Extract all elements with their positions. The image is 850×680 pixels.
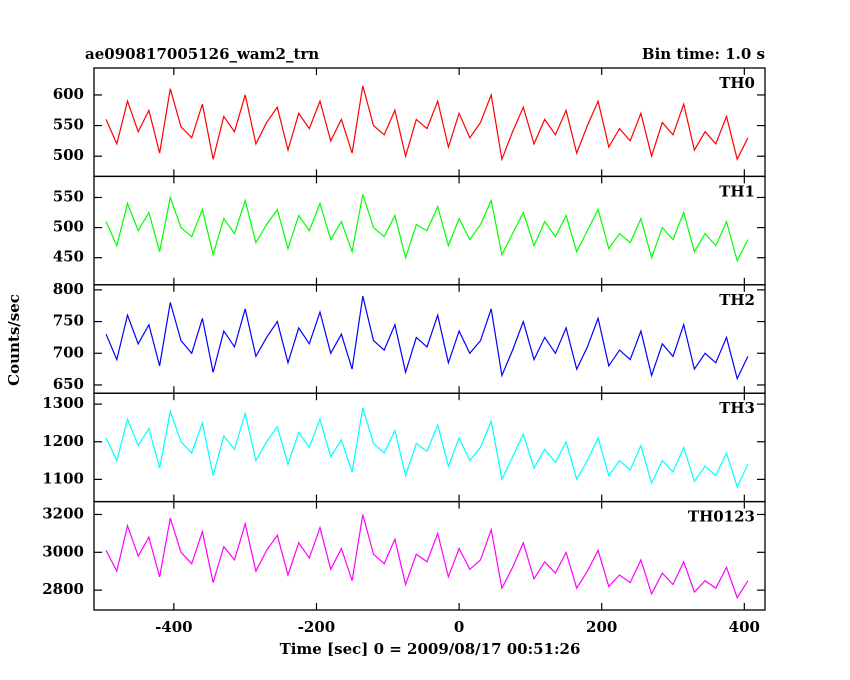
y-tick-label: 550: [53, 187, 84, 205]
panel-frame: [93, 392, 766, 503]
x-tick-label: 0: [454, 618, 464, 636]
panel-label: TH3: [719, 399, 755, 417]
y-tick-label: 3000: [42, 542, 84, 560]
y-tick-label: 550: [53, 116, 84, 134]
y-tick-label: 600: [53, 85, 84, 103]
data-line: [105, 85, 749, 162]
x-tick-label: 200: [586, 618, 617, 636]
y-tick-label: 650: [53, 375, 84, 393]
y-tick-label: 1300: [42, 394, 84, 412]
data-line: [105, 296, 749, 381]
panel-label: TH0123: [688, 508, 755, 526]
panel-label: TH2: [719, 291, 755, 309]
y-tick-label: 1200: [42, 432, 84, 450]
y-tick-label: 450: [53, 248, 84, 266]
y-axis-label: Counts/sec: [5, 294, 23, 386]
chart-title: ae090817005126_wam2_trn: [85, 45, 319, 63]
y-tick-label: 800: [53, 280, 84, 298]
y-tick-label: 1100: [42, 469, 84, 487]
x-tick-label: -200: [298, 618, 336, 636]
x-tick-label: 400: [729, 618, 760, 636]
data-line: [105, 194, 749, 263]
panel-label: TH1: [719, 182, 755, 200]
x-tick-label: -400: [155, 618, 193, 636]
x-axis-label: Time [sec] 0 = 2009/08/17 00:51:26: [280, 640, 581, 658]
panel-frame: [93, 500, 766, 611]
panel-label: TH0: [719, 74, 755, 92]
y-tick-label: 750: [53, 312, 84, 330]
data-line: [105, 514, 749, 600]
y-tick-label: 500: [53, 218, 84, 236]
data-line: [105, 407, 749, 489]
y-tick-label: 2800: [42, 580, 84, 598]
y-tick-label: 500: [53, 146, 84, 164]
chart-subtitle: Bin time: 1.0 s: [642, 45, 765, 63]
y-tick-label: 3200: [42, 504, 84, 522]
y-tick-label: 700: [53, 343, 84, 361]
